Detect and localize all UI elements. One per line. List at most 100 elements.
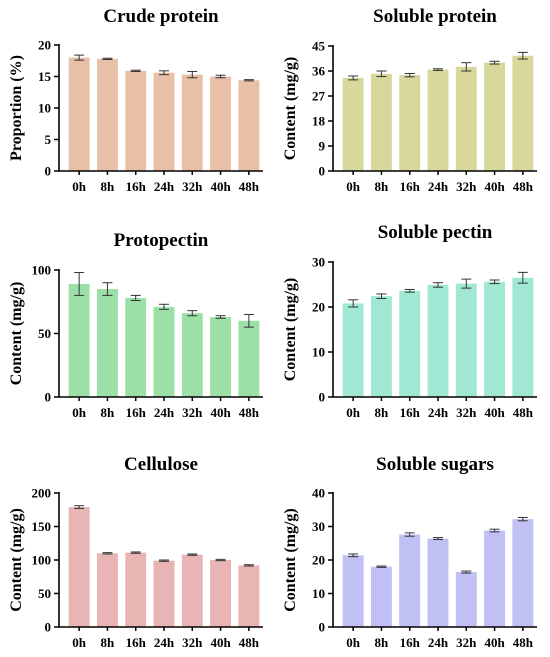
error-bar [376, 293, 387, 299]
bar [210, 560, 232, 627]
x-tick-label: 48h [239, 405, 260, 420]
x-tick-label: 40h [210, 405, 231, 420]
y-axis-label: Content (mg/g) [8, 282, 25, 386]
y-tick-label: 9 [319, 139, 326, 154]
error-bar [376, 70, 387, 78]
bar [370, 73, 392, 171]
bar [96, 58, 118, 171]
y-tick-label: 100 [32, 553, 52, 568]
chart-panel-3: Protopectin Content (mg/g) 0h 8h 16h 24h 32h 40… [8, 230, 263, 420]
bar [96, 289, 118, 397]
y-tick-label: 100 [32, 263, 52, 278]
y-tick-label: 18 [312, 114, 326, 129]
error-bar [517, 51, 528, 60]
bar [512, 55, 534, 171]
x-tick-label: 0h [346, 635, 361, 650]
bar [455, 572, 477, 627]
bar [68, 57, 90, 171]
error-bar [159, 303, 169, 310]
bar [238, 320, 260, 397]
x-tick-label: 16h [126, 405, 147, 420]
chart-panel-4: Soluble pectin Content (mg/g) 0h 8h 16h 24h 32… [282, 222, 537, 420]
bar [484, 62, 506, 171]
bar [210, 76, 232, 171]
x-tick-label: 8h [101, 405, 116, 420]
bar [484, 281, 506, 397]
y-tick-label: 36 [312, 64, 326, 79]
bar [238, 80, 260, 171]
y-tick-label: 0 [319, 620, 326, 635]
x-tick-label: 24h [154, 405, 175, 420]
x-tick-label: 24h [154, 179, 175, 194]
x-tick-label: 40h [484, 405, 505, 420]
x-tick-label: 40h [210, 635, 231, 650]
bar [370, 566, 392, 627]
x-tick-label: 32h [182, 179, 203, 194]
x-tick-label: 8h [101, 179, 116, 194]
x-tick-label: 24h [428, 179, 449, 194]
x-tick-label: 40h [484, 635, 505, 650]
error-bar [130, 294, 141, 301]
y-axis-label: Content (mg/g) [282, 57, 299, 161]
x-tick-label: 48h [239, 179, 260, 194]
x-tick-label: 0h [346, 179, 361, 194]
bar [181, 554, 203, 627]
bar [153, 72, 175, 171]
error-bar [489, 528, 500, 533]
bar [512, 519, 534, 627]
error-bar [187, 310, 198, 317]
x-tick-label: 0h [72, 405, 87, 420]
bar [125, 70, 147, 171]
x-tick-label: 16h [400, 405, 421, 420]
y-tick-label: 20 [312, 553, 325, 568]
bar [125, 552, 147, 627]
x-tick-label: 0h [72, 179, 87, 194]
x-tick-label: 48h [513, 635, 534, 650]
x-tick-label: 0h [72, 635, 87, 650]
x-tick-label: 8h [375, 405, 390, 420]
y-tick-label: 45 [312, 39, 326, 54]
y-tick-label: 200 [32, 486, 52, 501]
y-tick-label: 40 [312, 486, 325, 501]
x-tick-label: 16h [400, 179, 421, 194]
error-bar [376, 565, 387, 568]
y-tick-label: 30 [312, 255, 325, 270]
chart-title: Soluble protein [373, 6, 497, 27]
y-tick-label: 0 [319, 164, 326, 179]
error-bar [187, 70, 198, 79]
y-tick-label: 0 [45, 164, 52, 179]
x-tick-label: 24h [428, 405, 449, 420]
error-bar [461, 570, 472, 574]
bar [399, 290, 421, 397]
bar [427, 69, 449, 171]
error-bar [159, 70, 169, 76]
x-tick-label: 24h [154, 635, 175, 650]
bar [484, 530, 506, 627]
error-bar [243, 79, 254, 82]
y-tick-label: 50 [38, 326, 51, 341]
error-bar [489, 279, 500, 285]
bar [342, 77, 364, 171]
x-tick-label: 32h [456, 179, 477, 194]
x-tick-label: 48h [513, 405, 534, 420]
error-bar [461, 278, 472, 289]
bar [153, 306, 175, 397]
x-tick-label: 24h [428, 635, 449, 650]
error-bar [74, 272, 85, 296]
error-bar [130, 551, 141, 554]
x-tick-label: 48h [513, 179, 534, 194]
y-tick-label: 50 [38, 586, 51, 601]
bar [427, 538, 449, 627]
chart-title: Soluble pectin [378, 222, 493, 243]
x-tick-label: 16h [126, 179, 147, 194]
error-bar [348, 75, 359, 81]
y-axis-label: Content (mg/g) [282, 278, 299, 382]
x-tick-label: 0h [346, 405, 361, 420]
chart-panel-6: Soluble sugars Content (mg/g) 0h 8h 16h 24h 32… [282, 454, 537, 650]
bar [68, 283, 90, 397]
error-bar [102, 57, 113, 60]
y-tick-label: 150 [32, 519, 52, 534]
x-tick-label: 32h [456, 405, 477, 420]
bar [455, 283, 477, 397]
